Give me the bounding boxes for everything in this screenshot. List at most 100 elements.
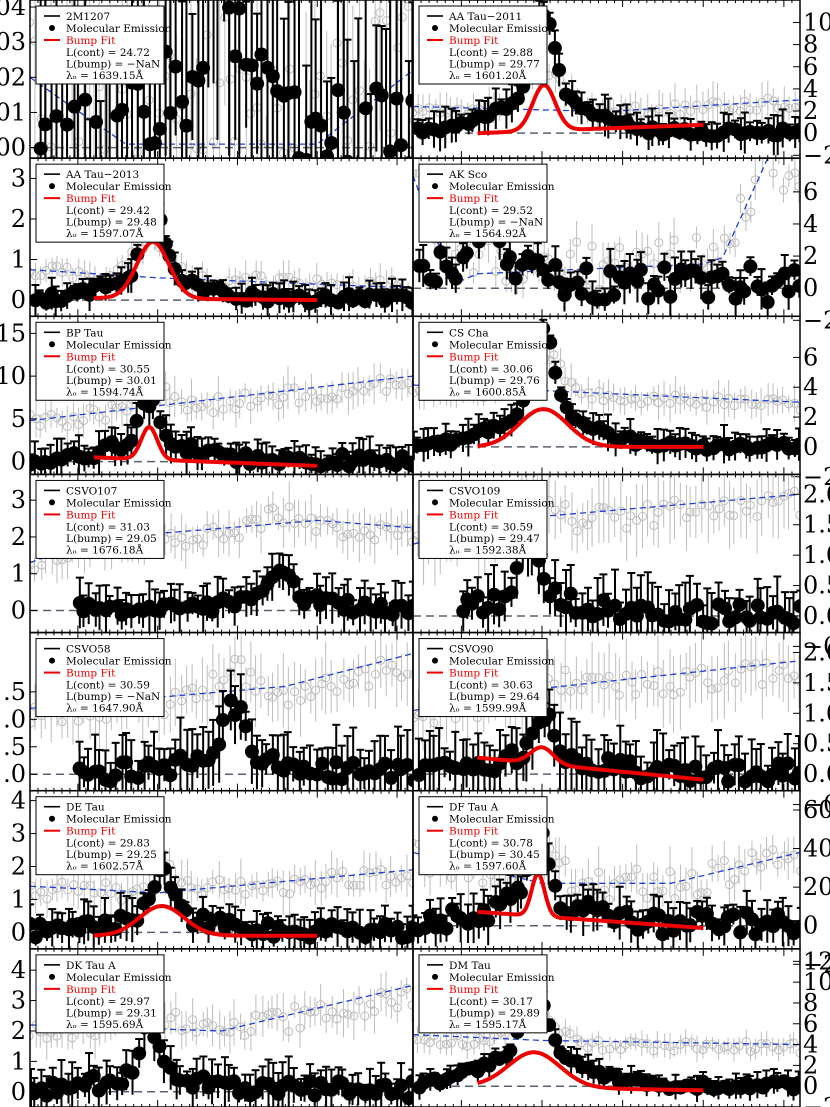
emission-point bbox=[405, 295, 413, 310]
emission-point bbox=[405, 93, 413, 108]
legend-emission-label: Molecular Emission bbox=[449, 23, 555, 35]
legend-title: CSVO107 bbox=[66, 485, 117, 497]
flux-point bbox=[572, 237, 582, 247]
flux-point bbox=[697, 395, 707, 405]
flux-point bbox=[768, 168, 778, 178]
flux-point bbox=[654, 238, 664, 248]
emission-point bbox=[340, 592, 355, 607]
flux-point bbox=[41, 412, 51, 422]
emission-point bbox=[633, 262, 648, 277]
emission-point bbox=[179, 118, 194, 133]
legend-stat: L(bump) = 29.77 bbox=[449, 59, 540, 71]
flux-point bbox=[197, 685, 207, 695]
emission-point bbox=[330, 458, 345, 473]
flux-point bbox=[290, 874, 300, 884]
flux-point bbox=[794, 181, 800, 191]
legend-emission-marker bbox=[432, 657, 438, 664]
flux-point bbox=[219, 885, 229, 895]
emission-point bbox=[607, 288, 622, 303]
continuum-line bbox=[30, 519, 413, 564]
flux-point bbox=[402, 871, 412, 881]
flux-point bbox=[132, 884, 142, 894]
emission-point bbox=[502, 249, 517, 264]
flux-point bbox=[752, 105, 762, 115]
emission-point bbox=[324, 136, 339, 151]
y-tick-label-right: −0.5 bbox=[803, 791, 830, 819]
legend-stat: L(bump) = −NaN bbox=[66, 59, 160, 71]
flux-point bbox=[30, 17, 34, 27]
flux-point bbox=[240, 388, 250, 398]
emission-point bbox=[232, 1, 247, 16]
y-tick-label-left: 1 bbox=[11, 560, 26, 588]
flux-point bbox=[371, 867, 381, 877]
flux-point bbox=[745, 105, 755, 115]
legend-stat: L(bump) = 30.01 bbox=[66, 375, 157, 387]
legend-box bbox=[35, 479, 165, 559]
flux-point bbox=[768, 674, 778, 684]
legend-emission-label: Molecular Emission bbox=[66, 656, 172, 668]
flux-point bbox=[332, 394, 342, 404]
emission-point bbox=[548, 581, 563, 596]
flux-point bbox=[577, 685, 587, 695]
emission-point bbox=[688, 759, 703, 774]
legend-emission-marker bbox=[49, 25, 55, 31]
emission-point bbox=[335, 447, 350, 462]
flux-point bbox=[73, 886, 83, 896]
emission-point bbox=[114, 102, 129, 117]
emission-point bbox=[694, 270, 709, 285]
emission-point bbox=[131, 770, 146, 785]
flux-point bbox=[339, 674, 349, 684]
emission-point bbox=[678, 612, 693, 627]
legend-stat: λₒ = 1592.38Å bbox=[449, 542, 527, 556]
flux-point bbox=[397, 380, 407, 390]
panel-plot-area bbox=[30, 481, 413, 633]
flux-point bbox=[289, 383, 299, 393]
flux-point bbox=[300, 681, 310, 691]
flux-point bbox=[57, 877, 67, 887]
flux-point bbox=[96, 888, 106, 898]
flux-point bbox=[740, 96, 750, 106]
flux-point bbox=[376, 865, 386, 875]
emission-point bbox=[119, 755, 134, 770]
flux-point bbox=[549, 679, 559, 689]
flux-point bbox=[397, 12, 407, 22]
legend-stat: L(cont) = 30.59 bbox=[66, 680, 150, 692]
flux-point bbox=[57, 717, 67, 727]
emission-point bbox=[136, 104, 151, 119]
flux-point bbox=[364, 381, 374, 391]
flux-point bbox=[31, 271, 41, 281]
emission-point bbox=[448, 271, 463, 286]
y-tick-label-left: 0.01 bbox=[0, 98, 26, 126]
flux-point bbox=[381, 666, 391, 676]
emission-point bbox=[433, 245, 448, 260]
flux-point bbox=[364, 681, 374, 691]
emission-point bbox=[481, 600, 496, 615]
legend-fit-label: Bump Fit bbox=[66, 351, 116, 363]
flux-point bbox=[555, 359, 565, 369]
y-tick-label-left: .5 bbox=[3, 678, 26, 706]
emission-point bbox=[786, 616, 800, 631]
flux-point bbox=[784, 399, 794, 409]
flux-point bbox=[311, 685, 321, 695]
legend-stat: L(bump) = 29.64 bbox=[449, 691, 540, 703]
y-tick-label-right: 8 bbox=[803, 31, 818, 59]
flux-point bbox=[752, 511, 762, 521]
emission-point bbox=[731, 758, 746, 773]
y-tick-label-left: 0.00 bbox=[0, 134, 26, 162]
flux-point bbox=[338, 532, 348, 542]
flux-point bbox=[375, 373, 385, 383]
emission-point bbox=[347, 161, 361, 175]
flux-point bbox=[273, 513, 283, 523]
emission-point bbox=[775, 768, 790, 783]
emission-point bbox=[124, 433, 139, 448]
emission-point bbox=[657, 260, 672, 275]
y-tick-label-left: 2 bbox=[11, 205, 26, 233]
legend-title: AA Tau−2013 bbox=[65, 169, 139, 181]
flux-point bbox=[208, 877, 218, 887]
emission-point bbox=[153, 415, 168, 430]
flux-point bbox=[566, 377, 576, 387]
flux-point bbox=[332, 686, 342, 696]
